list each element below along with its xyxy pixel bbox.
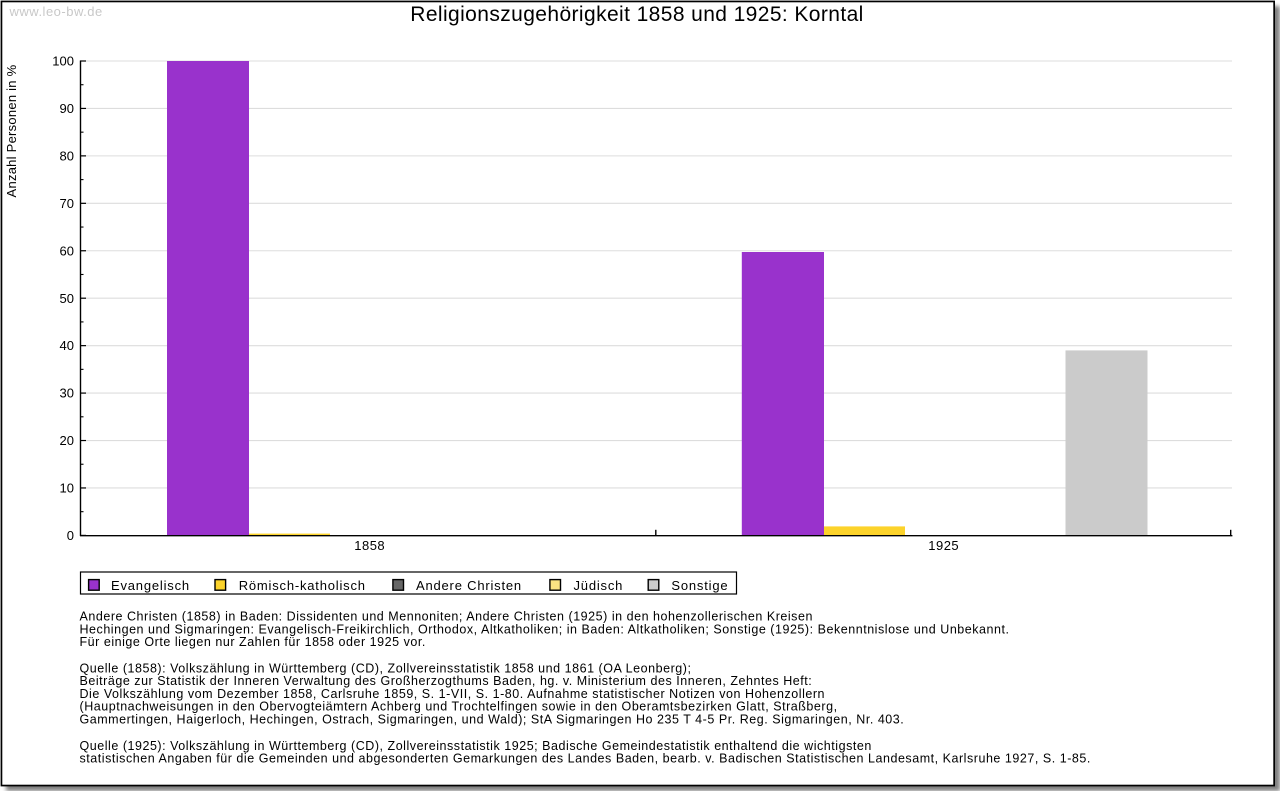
svg-text:60: 60 <box>60 243 74 258</box>
svg-text:30: 30 <box>60 386 74 401</box>
svg-text:www.leo-bw.de: www.leo-bw.de <box>9 4 103 19</box>
svg-text:1925: 1925 <box>928 538 959 553</box>
svg-text:80: 80 <box>60 148 74 163</box>
svg-text:20: 20 <box>60 433 74 448</box>
svg-text:(Hauptnachweisungen in den Obe: (Hauptnachweisungen in den Obervogteiämt… <box>80 700 838 714</box>
svg-text:Anzahl Personen in %: Anzahl Personen in % <box>4 64 19 197</box>
svg-text:90: 90 <box>60 101 74 116</box>
svg-text:Evangelisch: Evangelisch <box>111 578 190 593</box>
svg-text:Beiträge zur Statistik der Inn: Beiträge zur Statistik der Inneren Verwa… <box>80 674 813 688</box>
svg-text:Hechingen und Sigmaringen: Eva: Hechingen und Sigmaringen: Evangelisch-F… <box>80 622 1010 636</box>
svg-text:0: 0 <box>67 528 74 543</box>
svg-text:40: 40 <box>60 338 74 353</box>
svg-text:Römisch-katholisch: Römisch-katholisch <box>239 578 366 593</box>
svg-text:Sonstige: Sonstige <box>671 578 728 593</box>
svg-text:1858: 1858 <box>354 538 385 553</box>
svg-text:Quelle (1858): Volkszählung in: Quelle (1858): Volkszählung in Württembe… <box>80 661 692 675</box>
svg-text:Jüdisch: Jüdisch <box>574 578 624 593</box>
svg-text:Religionszugehörigkeit 1858 un: Religionszugehörigkeit 1858 und 1925: Ko… <box>410 3 863 26</box>
svg-text:10: 10 <box>60 481 74 496</box>
svg-text:70: 70 <box>60 196 74 211</box>
svg-text:Andere Christen: Andere Christen <box>416 578 522 593</box>
svg-text:50: 50 <box>60 291 74 306</box>
svg-text:Die Volkszählung vom Dezember: Die Volkszählung vom Dezember 1858, Carl… <box>80 687 826 701</box>
svg-text:100: 100 <box>52 54 74 69</box>
svg-text:Gammertingen, Haigerloch, Hech: Gammertingen, Haigerloch, Hechingen, Ost… <box>80 712 905 726</box>
svg-text:Andere Christen (1858) in Bade: Andere Christen (1858) in Baden: Disside… <box>80 610 813 624</box>
svg-text:Quelle (1925): Volkszählung in: Quelle (1925): Volkszählung in Württembe… <box>80 739 872 753</box>
svg-text:Für einige Orte liegen nur Zah: Für einige Orte liegen nur Zahlen für 18… <box>80 635 426 649</box>
svg-text:statistischen Angaben für die: statistischen Angaben für die Gemeinden … <box>80 752 1091 766</box>
